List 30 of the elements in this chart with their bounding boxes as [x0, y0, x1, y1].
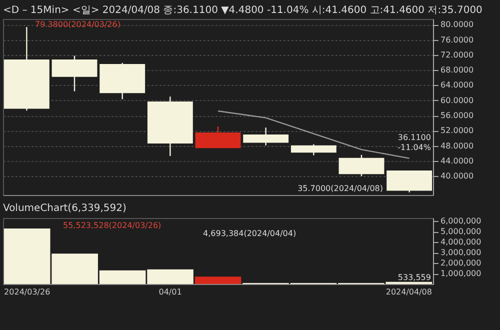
y-tick-label: 2,000,000 — [440, 258, 482, 268]
y-tick-label: 72.0000 — [440, 50, 474, 60]
y-tick-label: 1,000,000 — [440, 269, 482, 278]
y-tick-label: 56.0000 — [440, 111, 474, 120]
y-tick-label: 52.0000 — [440, 126, 474, 136]
x-tick-label: 2024/04/08 — [386, 288, 432, 296]
y-tick-label: 76.0000 — [440, 35, 474, 44]
y-tick-label: 5,000,000 — [440, 227, 482, 236]
annotation: 79.3800(2024/03/26) — [35, 20, 120, 29]
x-tick-label: 2024/03/26 — [4, 288, 50, 296]
chart-title: <D – 15Min> <일> 2024/04/08 종:36.1100 ▼4.4800 -11.04% 시:41.4600 고:41.4600 저:35.7000 — [3, 5, 482, 16]
annotation: 35.7000(2024/04/08) — [298, 184, 383, 193]
y-tick-label: 80.0000 — [440, 20, 474, 30]
bar — [194, 276, 242, 284]
chart-title: VolumeChart(6,339,592) — [3, 203, 126, 214]
y-tick-label: 48.0000 — [440, 141, 474, 150]
y-tick-label: 68.0000 — [440, 66, 474, 75]
annotation: 4,693,384(2024/04/04) — [203, 229, 296, 238]
y-tick-label: 3,000,000 — [440, 248, 482, 258]
x-tick-label: 04/01 — [158, 288, 182, 296]
y-tick-label: 4,000,000 — [440, 238, 482, 247]
y-tick-label: 44.0000 — [440, 156, 474, 166]
annotation: 55,523,528(2024/03/26) — [63, 221, 162, 230]
annotation: -11.04% — [398, 143, 432, 152]
y-tick-label: 40.0000 — [440, 172, 474, 181]
annotation: 36.1100 — [398, 133, 431, 142]
y-tick-label: 6,000,000 — [440, 216, 482, 226]
y-tick-label: 60.0000 — [440, 96, 474, 105]
annotation: 533,559 — [398, 273, 431, 282]
y-tick-label: 64.0000 — [440, 80, 474, 90]
